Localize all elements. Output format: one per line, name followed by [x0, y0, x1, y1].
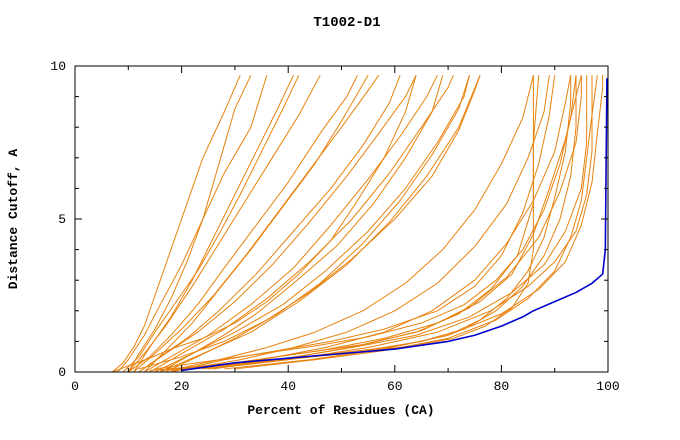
orange-model-curve [149, 75, 534, 371]
y-tick-label: 10 [50, 59, 66, 74]
orange-model-curve [197, 75, 572, 370]
orange-model-curve [117, 75, 268, 372]
orange-model-curve [160, 74, 481, 372]
y-tick-label: 5 [58, 212, 66, 227]
orange-model-curve [127, 74, 252, 372]
orange-model-curve [154, 75, 577, 370]
orange-model-curve [128, 74, 358, 372]
orange-model-curve [143, 74, 369, 372]
y-axis-label: Distance Cutoff, A [6, 149, 21, 290]
orange-model-curve [133, 74, 380, 372]
orange-model-curve [154, 75, 470, 372]
orange-model-curve [165, 75, 470, 372]
plot-border [74, 65, 609, 373]
orange-model-curve [111, 74, 241, 372]
orange-model-curve [192, 75, 582, 370]
curves-layer [111, 74, 608, 372]
x-tick-label: 80 [494, 379, 510, 394]
orange-model-curve [138, 74, 417, 372]
x-tick-label: 0 [71, 379, 79, 394]
orange-model-curve [208, 75, 593, 370]
chart-title: T1002-D1 [313, 15, 380, 31]
orange-model-curve [138, 74, 401, 372]
orange-model-curve [213, 75, 582, 370]
x-tick-label: 60 [387, 379, 403, 394]
x-tick-label: 100 [596, 379, 619, 394]
orange-model-curve [160, 75, 444, 372]
orange-model-curve [202, 75, 588, 370]
y-tick-label: 0 [58, 365, 66, 380]
x-tick-label: 40 [280, 379, 296, 394]
orange-model-curve [149, 74, 454, 372]
x-tick-label: 20 [174, 379, 190, 394]
axes-layer: 0 20 40 60 80 100 0 5 10 [50, 59, 619, 394]
orange-model-curve [170, 75, 572, 371]
orange-model-curve [186, 75, 550, 370]
orange-model-curve [112, 75, 417, 372]
orange-model-curve [122, 74, 300, 372]
orange-model-curve [181, 75, 540, 370]
orange-model-curve [144, 74, 438, 372]
x-axis-label: Percent of Residues (CA) [247, 403, 434, 418]
orange-model-curve [176, 75, 534, 370]
orange-model-curve [170, 75, 556, 372]
blue-highlight-curve [181, 78, 608, 372]
orange-model-curve [160, 75, 577, 371]
orange-model-curve [138, 75, 481, 370]
orange-model-curve [234, 75, 598, 370]
orange-model-curve [133, 74, 294, 372]
